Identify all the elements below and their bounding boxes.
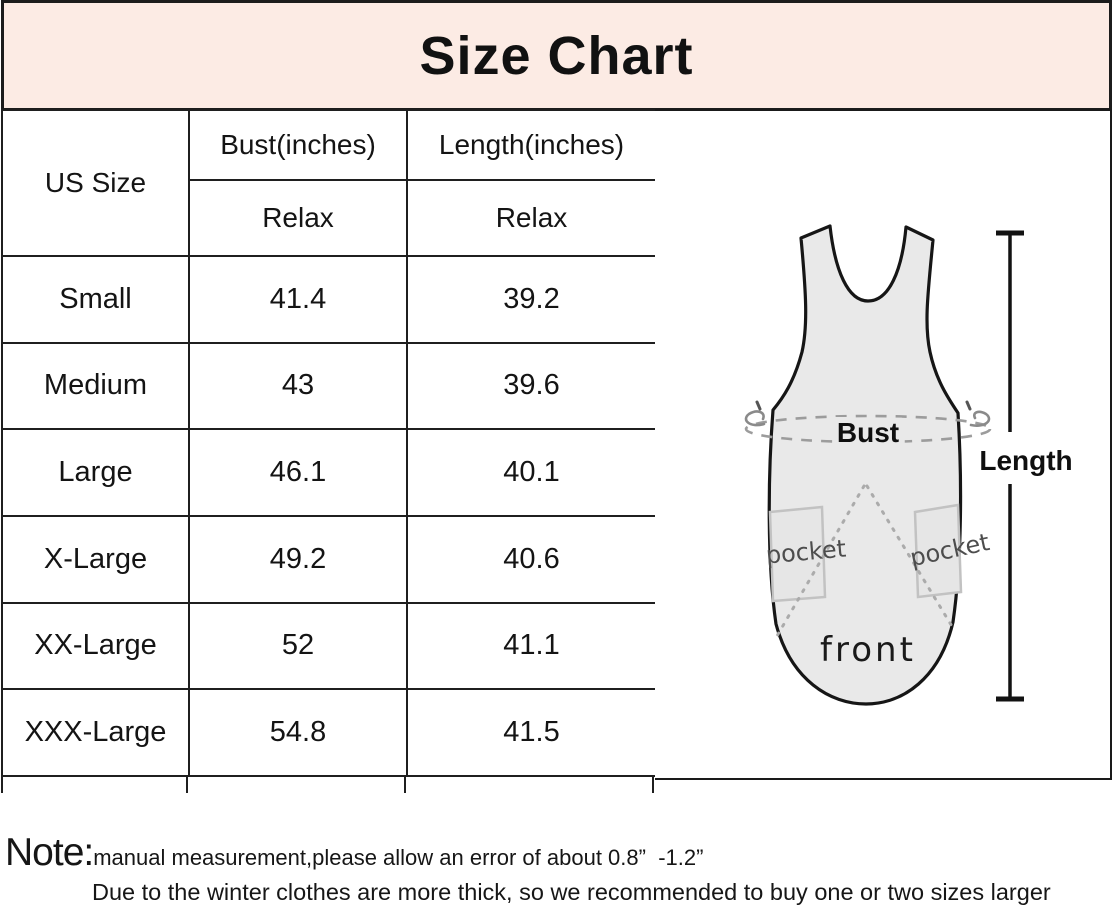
- size-cell: Medium: [1, 341, 190, 431]
- title-band: Size Chart: [1, 0, 1112, 111]
- note-prefix: Note:: [5, 831, 94, 874]
- size-cell: Large: [1, 428, 190, 517]
- note-line-1: Note: manual measurement,please allow an …: [5, 833, 1117, 872]
- table-row: X-Large 49.2 40.6: [1, 514, 657, 604]
- length-cell: 40.1: [406, 428, 657, 517]
- table-row: Small 41.4 39.2: [1, 255, 657, 344]
- size-cell: XXX-Large: [1, 688, 190, 777]
- page-title: Size Chart: [419, 25, 694, 86]
- length-cell: 39.6: [406, 341, 657, 431]
- table-column-stub: [652, 777, 654, 793]
- table-row: Medium 43 39.6: [1, 341, 657, 431]
- table-row: Large 46.1 40.1: [1, 428, 657, 517]
- table-column-stub: [1, 777, 3, 793]
- bust-header: Bust(inches): [188, 109, 408, 181]
- note-text-1: manual measurement,please allow an error…: [93, 845, 704, 870]
- us-size-header: US Size: [1, 109, 190, 257]
- table-header-row-1: US Size Bust(inches) Length(inches): [1, 109, 657, 257]
- table-column-stub: [186, 777, 188, 793]
- table-row: XX-Large 52 41.1: [1, 601, 657, 691]
- bust-cell: 41.4: [188, 255, 408, 344]
- garment-diagram-panel: [655, 109, 1112, 780]
- bust-cell: 54.8: [188, 688, 408, 777]
- size-table: US Size Bust(inches) Length(inches) Rela…: [1, 109, 657, 777]
- bust-cell: 52: [188, 601, 408, 691]
- table-row: XXX-Large 54.8 41.5: [1, 688, 657, 777]
- length-cell: 39.2: [406, 255, 657, 344]
- note-section: Note: manual measurement,please allow an …: [5, 833, 1117, 906]
- length-cell: 40.6: [406, 514, 657, 604]
- table-column-stub: [404, 777, 406, 793]
- size-cell: XX-Large: [1, 601, 190, 691]
- table-header-row-2: Relax Relax: [2, 179, 657, 257]
- length-subheader: Relax: [406, 179, 657, 257]
- size-cell: Small: [1, 255, 190, 344]
- bust-cell: 46.1: [188, 428, 408, 517]
- length-header: Length(inches): [406, 109, 657, 181]
- note-text-2: Due to the winter clothes are more thick…: [92, 879, 1051, 905]
- bust-subheader: Relax: [188, 179, 408, 257]
- bust-cell: 49.2: [188, 514, 408, 604]
- length-cell: 41.5: [406, 688, 657, 777]
- length-cell: 41.1: [406, 601, 657, 691]
- bust-cell: 43: [188, 341, 408, 431]
- size-cell: X-Large: [1, 514, 190, 604]
